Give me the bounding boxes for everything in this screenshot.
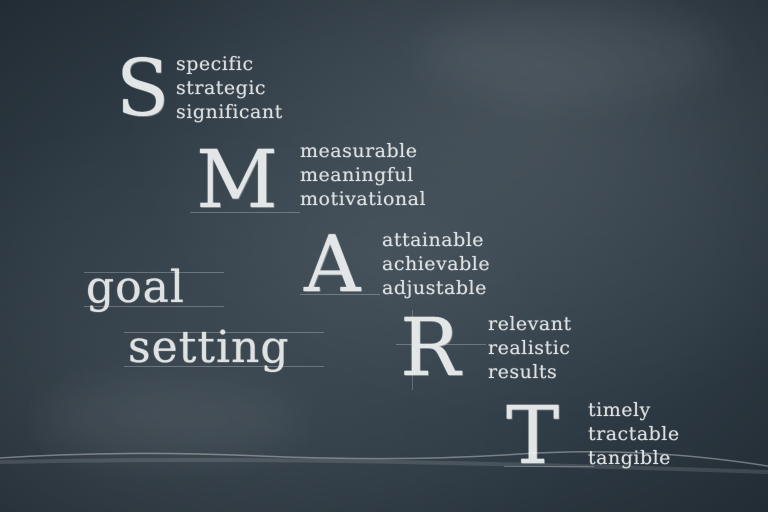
guide-line <box>504 466 594 467</box>
chalk-stroke <box>0 450 768 474</box>
word-attainable: attainable <box>382 229 485 251</box>
word-realistic: realistic <box>488 337 571 359</box>
word-relevant: relevant <box>488 313 572 335</box>
letter-a: A <box>304 220 361 310</box>
word-motivational: motivational <box>300 188 427 210</box>
guide-line <box>124 366 324 367</box>
word-achievable: achievable <box>382 253 491 275</box>
phrase-setting: setting <box>128 322 290 373</box>
guide-line <box>300 294 380 295</box>
word-tractable: tractable <box>588 423 680 445</box>
word-tangible: tangible <box>588 447 671 469</box>
letter-r: R <box>400 301 461 394</box>
guide-line <box>396 344 486 345</box>
guide-line <box>412 310 413 390</box>
letter-m: M <box>196 133 278 226</box>
guide-line <box>84 306 224 307</box>
word-specific: specific <box>176 53 254 75</box>
words-m: measurable meaningful motivational <box>300 139 426 211</box>
guide-line <box>190 212 300 213</box>
words-a: attainable achievable adjustable <box>382 228 490 300</box>
words-t: timely tractable tangible <box>588 398 680 470</box>
words-s: specific strategic significant <box>176 52 283 124</box>
chalk-smudge <box>420 10 720 100</box>
word-measurable: measurable <box>300 140 418 162</box>
words-r: relevant realistic results <box>488 312 572 384</box>
word-significant: significant <box>176 101 283 123</box>
word-adjustable: adjustable <box>382 277 487 299</box>
word-results: results <box>488 361 558 383</box>
word-timely: timely <box>588 399 651 421</box>
word-strategic: strategic <box>176 77 267 99</box>
letter-t: T <box>506 389 560 482</box>
guide-line <box>84 272 224 273</box>
chalk-smudge <box>40 380 300 460</box>
guide-line <box>124 332 324 333</box>
phrase-goal: goal <box>86 262 185 313</box>
letter-s: S <box>116 44 170 134</box>
word-meaningful: meaningful <box>300 164 414 186</box>
